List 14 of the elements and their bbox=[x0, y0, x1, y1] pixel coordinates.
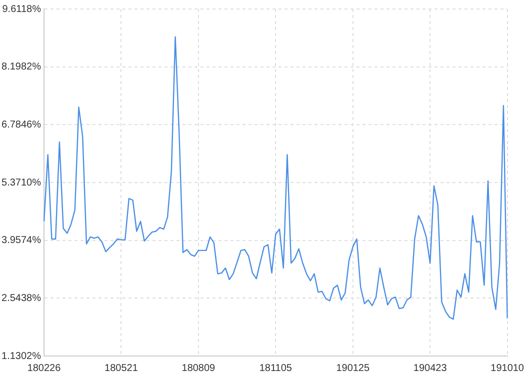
y-tick-label: 5.3710% bbox=[2, 177, 42, 188]
y-tick-label: 9.6118% bbox=[2, 4, 42, 15]
y-tick-label: 2.5438% bbox=[2, 292, 42, 304]
y-tick-label: 3.9574% bbox=[2, 235, 42, 246]
x-tick-label: 190423 bbox=[413, 362, 448, 374]
x-tick-label: 190125 bbox=[336, 362, 370, 374]
x-tick-label: 180226 bbox=[27, 362, 62, 374]
x-tick-label: 180521 bbox=[104, 362, 138, 374]
y-tick-label: 6.7846% bbox=[2, 119, 42, 130]
x-tick-label: 180809 bbox=[182, 362, 216, 374]
x-tick-label: 191010 bbox=[490, 362, 524, 374]
y-tick-label: 8.1982% bbox=[2, 62, 42, 73]
y-tick-label: 1.1302% bbox=[2, 350, 42, 362]
x-tick-label: 181105 bbox=[259, 362, 292, 374]
